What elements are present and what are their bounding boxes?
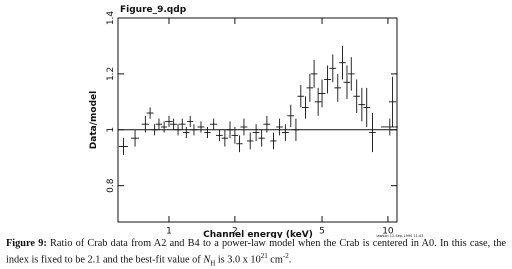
x-tick-label: 2 — [232, 227, 238, 237]
caption-exp: -2 — [282, 252, 289, 260]
x-tick-label: 1 — [166, 227, 172, 237]
caption-text: Ratio of Crab data from A2 and B4 to a p… — [6, 238, 507, 266]
y-tick-label: 0.8 — [106, 178, 116, 193]
chart-title: Figure_9.qdp — [120, 5, 187, 15]
y-tick-label: 1.2 — [106, 67, 116, 81]
y-tick-label: 1.4 — [106, 11, 116, 26]
plot-frame — [117, 17, 398, 223]
caption-label: Figure 9: — [6, 238, 47, 249]
caption-text: . — [288, 254, 292, 266]
caption-text: cm — [267, 254, 283, 266]
y-tick-label: 1 — [106, 127, 116, 133]
x-tick-label: 5 — [319, 227, 325, 237]
stamp: lawson 12-Sep-1994 11:43 — [377, 234, 424, 238]
caption-exp: 21 — [260, 252, 268, 260]
caption-var-sub: H — [210, 259, 216, 268]
x-axis-label: Channel energy (keV) — [203, 230, 313, 238]
caption-var: N — [203, 254, 211, 266]
caption: Figure 9: Ratio of Crab data from A2 and… — [6, 238, 506, 269]
x-tick-label: 10 — [382, 227, 394, 237]
y-axis-label: Data/model — [89, 91, 99, 149]
caption-text: is 3.0 x 10 — [215, 254, 261, 266]
chart: Figure_9.qdp Data/model Channel energy (… — [89, 5, 424, 238]
